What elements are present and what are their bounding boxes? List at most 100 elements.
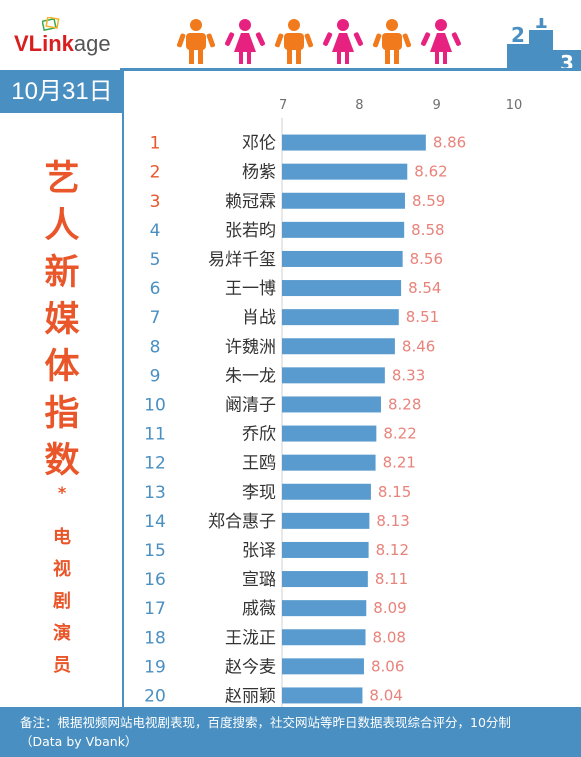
value-label: 8.58: [411, 221, 444, 239]
male-person-icon: [176, 19, 216, 64]
side-subtitle-char-4: 演: [53, 623, 71, 644]
footer-note: 备注：根据视频网站电视剧表现，百度搜索，社交网站等昨日数据表现综合评分，10分制…: [0, 707, 581, 757]
podium-number-3: 3: [560, 51, 574, 70]
rank-label: 12: [144, 454, 166, 474]
category-label: 赖冠霖: [225, 192, 276, 212]
value-label: 8.33: [392, 366, 425, 384]
value-label: 8.28: [388, 395, 421, 413]
people-icons: [176, 19, 461, 64]
header-divider: [120, 68, 581, 71]
value-label: 8.08: [373, 628, 406, 646]
rank-label: 8: [150, 337, 161, 357]
value-label: 8.22: [383, 425, 416, 443]
value-label: 8.09: [373, 599, 406, 617]
ranking-bar-chart: 7 8 9 10 1 邓伦 8.86 2 杨紫 8.62 3 赖冠霖 8.59 4 张若昀 8.58 5 易烊千玺…: [144, 98, 523, 707]
side-subtitle-char-2: 视: [53, 559, 71, 580]
category-label: 易烊千玺: [208, 250, 276, 270]
rank-label: 16: [144, 570, 166, 590]
female-person-icon: [323, 19, 363, 64]
category-label: 赵丽颖: [225, 686, 276, 706]
bar: [282, 367, 385, 384]
footer-source-text: （Data by Vbank）: [20, 734, 138, 749]
bar: [282, 454, 376, 471]
category-label: 王鸥: [242, 454, 276, 474]
category-label: 肖战: [242, 308, 276, 328]
rank-label: 14: [144, 512, 166, 532]
side-title-panel: 艺 人 新 媒 体 指 数 * 电 视 剧 演 员: [0, 113, 124, 707]
side-title-char-4: 媒: [44, 300, 80, 340]
bar: [282, 629, 366, 646]
rank-label: 15: [144, 541, 166, 561]
value-label: 8.21: [383, 454, 416, 472]
side-title-star: *: [57, 483, 67, 502]
side-subtitle-char-3: 剧: [53, 591, 71, 612]
side-title-char-6: 指: [44, 394, 80, 434]
value-label: 8.06: [371, 657, 404, 675]
header: VLinkage 2 1 3: [0, 0, 581, 70]
rank-label: 20: [144, 686, 166, 706]
rank-label: 2: [150, 163, 161, 183]
podium-number-2: 2: [511, 23, 525, 47]
value-label: 8.13: [376, 512, 409, 530]
rank-label: 19: [144, 657, 166, 677]
rank-label: 6: [150, 279, 161, 299]
bar: [282, 309, 399, 326]
category-label: 王泷正: [225, 628, 276, 648]
side-subtitle-char-1: 电: [53, 527, 71, 548]
side-title-char-1: 艺: [44, 159, 80, 199]
bar: [282, 221, 405, 238]
date-label: 10月31日: [0, 70, 124, 113]
logo-mark-icon: [42, 17, 60, 31]
rank-label: 18: [144, 628, 166, 648]
podium-icon: 2 1 3: [507, 18, 581, 70]
value-label: 8.51: [406, 308, 439, 326]
bar: [282, 338, 395, 355]
bar: [282, 192, 405, 209]
rank-label: 9: [150, 366, 161, 386]
bar: [282, 571, 368, 588]
side-title-char-3: 新: [44, 253, 80, 293]
rank-label: 1: [150, 134, 161, 154]
rank-label: 7: [150, 308, 161, 328]
rank-label: 11: [144, 425, 166, 445]
bar: [282, 687, 363, 704]
bar: [282, 512, 370, 529]
rank-label: 17: [144, 599, 166, 619]
category-label: 王一博: [225, 279, 276, 299]
female-person-icon: [225, 19, 265, 64]
footer-note-text: 备注：根据视频网站电视剧表现，百度搜索，社交网站等昨日数据表现综合评分，10分制: [20, 715, 511, 730]
side-title-char-5: 体: [44, 347, 80, 387]
podium-number-1: 1: [534, 18, 548, 33]
category-label: 张译: [242, 541, 276, 561]
female-person-icon: [421, 19, 461, 64]
bar: [282, 600, 367, 617]
value-label: 8.86: [433, 134, 466, 152]
value-label: 8.46: [402, 337, 435, 355]
value-label: 8.62: [414, 163, 447, 181]
bar: [282, 250, 403, 267]
bar: [282, 396, 381, 413]
category-label: 赵今麦: [225, 657, 276, 677]
bar: [282, 280, 402, 297]
value-label: 8.15: [378, 483, 411, 501]
value-label: 8.12: [376, 541, 409, 559]
bar: [282, 163, 408, 180]
category-label: 许魏洲: [225, 337, 276, 357]
side-title-char-7: 数: [44, 441, 80, 481]
bar: [282, 425, 377, 442]
value-label: 8.59: [412, 192, 445, 210]
side-subtitle-char-5: 员: [53, 655, 71, 676]
side-title-char-2: 人: [44, 206, 80, 246]
category-label: 阚清子: [225, 395, 276, 415]
x-tick-label: 8: [355, 98, 363, 113]
x-tick-label: 10: [506, 98, 523, 113]
vlinkage-logo: VLinkage: [14, 31, 111, 56]
value-label: 8.04: [369, 686, 402, 704]
rank-label: 10: [144, 395, 166, 415]
category-label: 宣璐: [242, 570, 276, 590]
category-label: 乔欣: [242, 425, 276, 445]
bar: [282, 658, 364, 675]
category-label: 杨紫: [242, 163, 276, 183]
x-tick-label: 9: [433, 98, 441, 113]
rank-label: 3: [150, 192, 161, 212]
